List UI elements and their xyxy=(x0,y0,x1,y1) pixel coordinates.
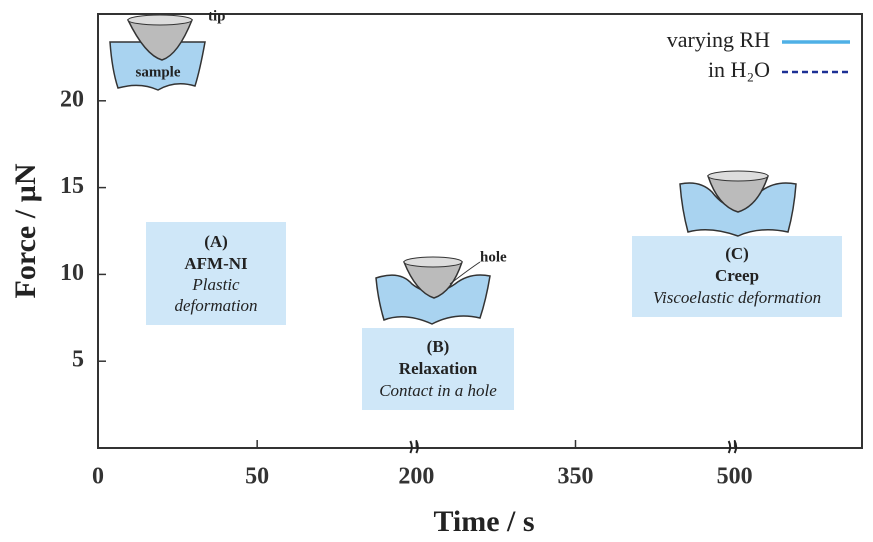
annotation-text: deformation xyxy=(174,296,257,315)
annotation-label: (C) xyxy=(725,244,749,263)
axis-break xyxy=(415,440,419,454)
illustration-label: hole xyxy=(480,249,507,265)
y-axis-title: Force / µN xyxy=(9,163,42,298)
x-axis-title: Time / s xyxy=(433,505,534,538)
axis-break xyxy=(409,440,413,454)
x-tick-label: 0 xyxy=(92,464,104,490)
annotation-title: AFM-NI xyxy=(184,254,248,273)
annotation-text: Plastic xyxy=(191,275,240,294)
x-tick-label: 500 xyxy=(717,464,753,490)
annotation-text: Contact in a hole xyxy=(379,381,497,400)
annotation-box xyxy=(362,328,514,410)
legend-label: in H₂O xyxy=(708,57,770,82)
annotation-label: (A) xyxy=(204,232,228,251)
legend-label: varying RH xyxy=(667,27,770,52)
illustration-hole xyxy=(375,256,491,325)
annotation-box xyxy=(632,236,842,317)
axis-break xyxy=(733,440,738,454)
axis-break xyxy=(727,440,732,454)
x-tick-label: 200 xyxy=(398,464,434,490)
illustration-label: tip xyxy=(208,8,226,24)
illustration-creep xyxy=(679,170,797,237)
illustration-tip-sample xyxy=(109,14,206,91)
y-tick-label: 15 xyxy=(60,173,84,199)
x-tick-label: 350 xyxy=(558,464,594,490)
annotation-title: Relaxation xyxy=(399,359,478,378)
annotation-box xyxy=(146,222,286,325)
y-tick-label: 20 xyxy=(60,86,84,112)
y-tick-label: 5 xyxy=(72,347,84,373)
x-tick-label: 50 xyxy=(245,464,269,490)
plot-frame xyxy=(97,13,863,449)
annotation-title: Creep xyxy=(715,266,759,285)
y-tick-label: 10 xyxy=(60,260,84,286)
annotation-text: Viscoelastic deformation xyxy=(653,288,821,307)
illustration-label: sample xyxy=(136,64,181,80)
annotation-label: (B) xyxy=(427,337,450,356)
